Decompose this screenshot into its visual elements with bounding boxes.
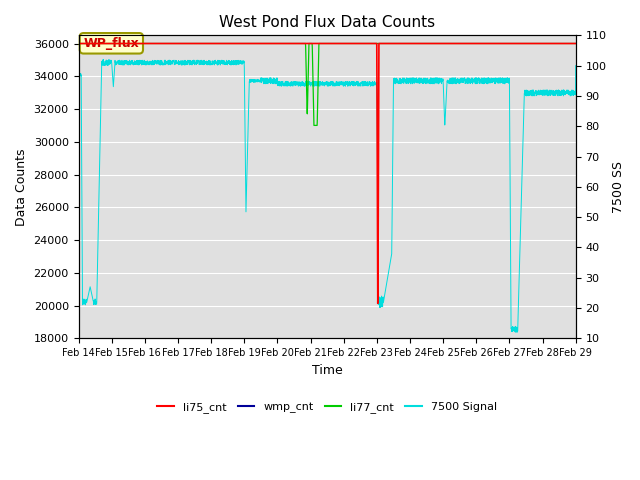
Legend: li75_cnt, wmp_cnt, li77_cnt, 7500 Signal: li75_cnt, wmp_cnt, li77_cnt, 7500 Signal [153, 398, 501, 418]
Y-axis label: Data Counts: Data Counts [15, 148, 28, 226]
Text: WP_flux: WP_flux [83, 37, 140, 50]
X-axis label: Time: Time [312, 363, 342, 376]
Y-axis label: 7500 SS: 7500 SS [612, 161, 625, 213]
Title: West Pond Flux Data Counts: West Pond Flux Data Counts [219, 15, 435, 30]
